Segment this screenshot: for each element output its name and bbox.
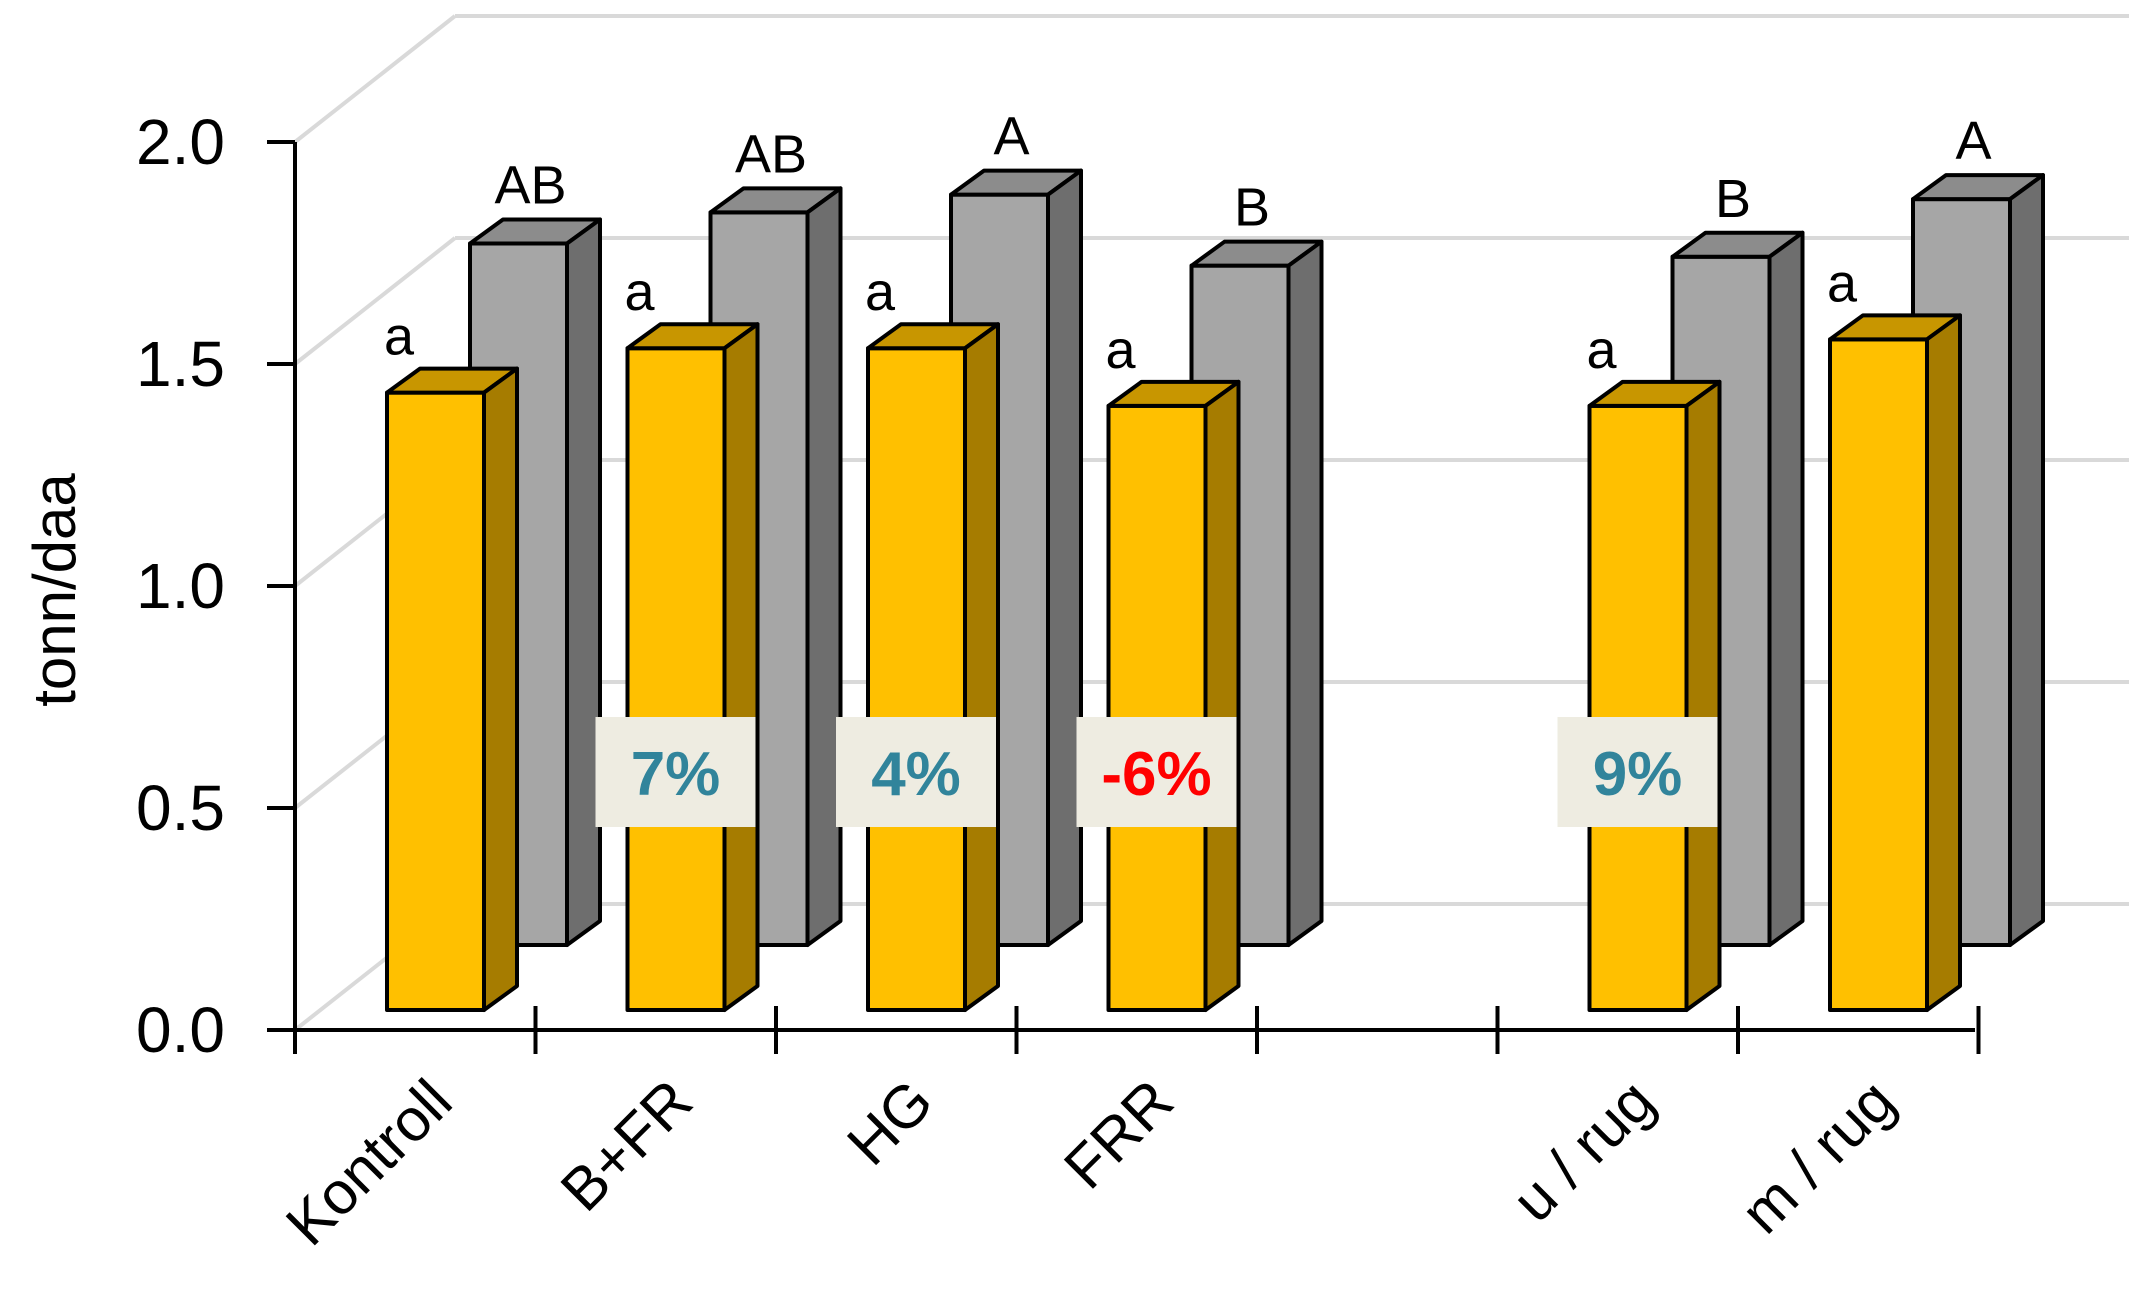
- percent-annotation-text: 7%: [631, 740, 721, 809]
- x-tick-label: Kontroll: [273, 1067, 464, 1258]
- gridline-diagonal: [293, 236, 457, 366]
- y-tick-label: 0.0: [136, 994, 225, 1066]
- y-tick-label: 2.0: [136, 106, 225, 178]
- y-tick-label: 1.5: [136, 328, 225, 400]
- x-tick-label: HG: [834, 1067, 945, 1178]
- percent-annotation-box: [1076, 717, 1237, 827]
- front-series-bars: [385, 313, 1962, 1013]
- percent-annotation-text: -6%: [1101, 740, 1211, 809]
- annotations: 7% 4% -6% 9%: [595, 717, 1718, 827]
- percent-annotation-text: 9%: [1593, 740, 1683, 809]
- front-bar: [385, 366, 519, 1013]
- percent-annotation-box: [1557, 717, 1718, 827]
- front-bar-letter: a: [1586, 320, 1617, 380]
- back-bar-letter: AB: [735, 124, 807, 184]
- percent-annotation-box: [595, 717, 756, 827]
- gridline-diagonal: [293, 14, 457, 144]
- front-bar-letter: a: [624, 262, 655, 322]
- front-bar-letter: a: [1105, 320, 1136, 380]
- x-tick-label: u / rug: [1499, 1067, 1667, 1235]
- front-bar: [1828, 313, 1962, 1012]
- x-tick-label: m / rug: [1728, 1067, 1907, 1246]
- front-bar: [1106, 379, 1241, 1013]
- back-bar-letter: A: [993, 107, 1029, 167]
- front-bar: [625, 322, 760, 1012]
- percent-annotation: 7%: [595, 717, 756, 827]
- front-bar-letter: a: [865, 262, 896, 322]
- y-tick-label: 0.5: [136, 772, 225, 844]
- x-tick-label: B+FR: [548, 1067, 705, 1224]
- front-bar-letter: a: [1827, 253, 1858, 313]
- percent-annotation: 9%: [1557, 717, 1718, 827]
- percent-annotation-box: [836, 717, 996, 827]
- back-bar-letter: B: [1234, 178, 1270, 238]
- front-bar: [866, 322, 1000, 1012]
- axes: 0.0 0.5 1.0 1.5 2.0: [136, 106, 1981, 1066]
- percent-annotation: 4%: [836, 717, 996, 827]
- back-bar-letter: A: [1955, 111, 1991, 171]
- y-axis-label: tonn/daa: [21, 473, 88, 707]
- back-bar-letter: AB: [494, 155, 566, 215]
- y-tick-label: 1.0: [136, 550, 225, 622]
- back-bar-letter: B: [1715, 169, 1751, 229]
- front-bar-letter: a: [384, 307, 415, 367]
- percent-annotation-text: 4%: [871, 740, 961, 809]
- front-bar: [1587, 379, 1722, 1013]
- percent-annotation: -6%: [1076, 717, 1237, 827]
- x-tick-label: FRR: [1051, 1067, 1186, 1202]
